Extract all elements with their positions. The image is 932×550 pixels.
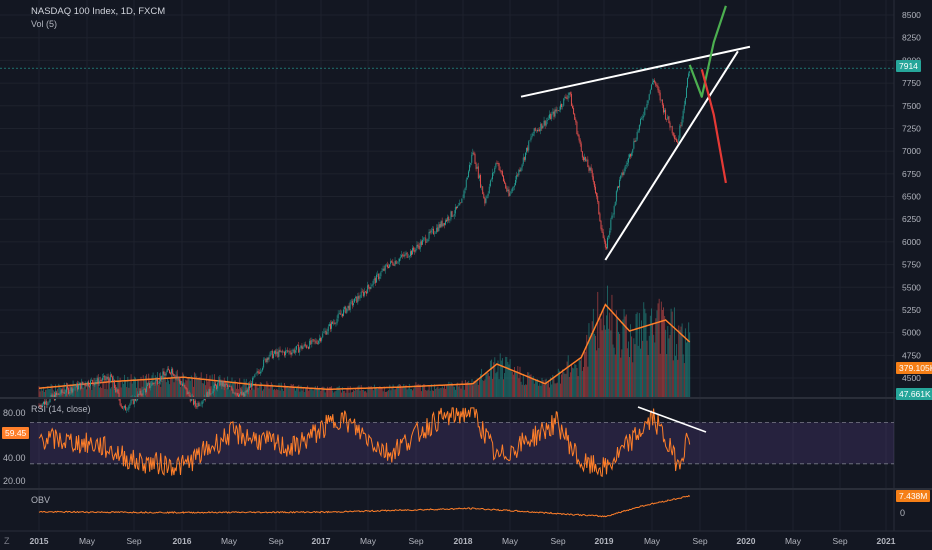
volume-tag: 47.661K bbox=[896, 388, 932, 400]
time-tick-label: Sep bbox=[550, 536, 565, 546]
rsi-axis-tick-80: 80.00 bbox=[3, 408, 26, 418]
price-tick-label: 6750 bbox=[902, 169, 921, 179]
rsi-axis-tick-40: 40.00 bbox=[3, 453, 26, 463]
price-tick-label: 7250 bbox=[902, 123, 921, 133]
volume-legend[interactable]: Vol (5) bbox=[31, 19, 58, 29]
time-tick-label: May bbox=[79, 536, 96, 546]
rsi-legend[interactable]: RSI (14, close) bbox=[31, 404, 91, 414]
price-tick-label: 7000 bbox=[902, 146, 921, 156]
price-tick-label: 6000 bbox=[902, 237, 921, 247]
obv-current-tag: 7.438M bbox=[896, 490, 931, 502]
price-axis-ticks: 8500825080007750750072507000675065006250… bbox=[902, 10, 921, 383]
time-tick-label: 2015 bbox=[30, 536, 49, 546]
time-tick-label: May bbox=[221, 536, 238, 546]
bearish-projection[interactable] bbox=[700, 69, 727, 184]
time-tick-label: May bbox=[360, 536, 377, 546]
time-tick-label: May bbox=[644, 536, 661, 546]
trendline[interactable] bbox=[520, 45, 751, 98]
price-tick-label: 5250 bbox=[902, 305, 921, 315]
time-tick-label: May bbox=[502, 536, 519, 546]
time-tick-label: 2016 bbox=[173, 536, 192, 546]
rsi-band bbox=[30, 422, 894, 464]
obv-axis-tick-0: 0 bbox=[900, 508, 906, 518]
trendline[interactable] bbox=[604, 50, 739, 261]
footer-zoom-label[interactable]: Z bbox=[4, 536, 10, 546]
time-tick-label: 2019 bbox=[595, 536, 614, 546]
price-tick-label: 6500 bbox=[902, 192, 921, 202]
time-tick-label: Sep bbox=[832, 536, 847, 546]
rsi-current-tag: 59.45 bbox=[2, 427, 30, 439]
price-tick-label: 7500 bbox=[902, 101, 921, 111]
bullish-projection[interactable] bbox=[688, 5, 727, 98]
symbol-title[interactable]: NASDAQ 100 Index, 1D, FXCM bbox=[31, 6, 166, 17]
time-tick-label: May bbox=[785, 536, 802, 546]
volume-ma-line bbox=[38, 303, 691, 391]
grid-lines bbox=[0, 0, 894, 531]
time-tick-label: 2017 bbox=[312, 536, 331, 546]
price-candles[interactable] bbox=[38, 70, 691, 414]
price-tick-label: 4750 bbox=[902, 350, 921, 360]
price-tick-label: 5500 bbox=[902, 282, 921, 292]
obv-line[interactable] bbox=[38, 494, 691, 518]
time-tick-label: 2020 bbox=[737, 536, 756, 546]
price-tick-label: 8250 bbox=[902, 33, 921, 43]
obv-legend[interactable]: OBV bbox=[31, 495, 51, 505]
time-tick-label: 2021 bbox=[877, 536, 896, 546]
price-tick-label: 8500 bbox=[902, 10, 921, 20]
time-tick-label: 2018 bbox=[454, 536, 473, 546]
last-price-tag: 7914 bbox=[896, 60, 921, 72]
price-tick-label: 5000 bbox=[902, 328, 921, 338]
time-tick-label: Sep bbox=[126, 536, 141, 546]
drawing-annotations[interactable] bbox=[520, 5, 751, 261]
rsi-axis-tick-20: 20.00 bbox=[3, 476, 26, 486]
price-tick-label: 5750 bbox=[902, 260, 921, 270]
volume-ma-tag: 379.105K bbox=[896, 362, 932, 374]
time-axis-ticks: 2015 May Sep 2016 May Sep 2017 May Sep 2018 May Sep… bbox=[30, 536, 896, 546]
rsi-line[interactable] bbox=[38, 407, 691, 478]
time-tick-label: Sep bbox=[408, 536, 423, 546]
price-tick-label: 7750 bbox=[902, 78, 921, 88]
price-tick-label: 6250 bbox=[902, 214, 921, 224]
time-tick-label: Sep bbox=[268, 536, 283, 546]
time-tick-label: Sep bbox=[692, 536, 707, 546]
rsi-divergence-trendline[interactable] bbox=[637, 406, 707, 433]
price-tick-label: 4500 bbox=[902, 373, 921, 383]
